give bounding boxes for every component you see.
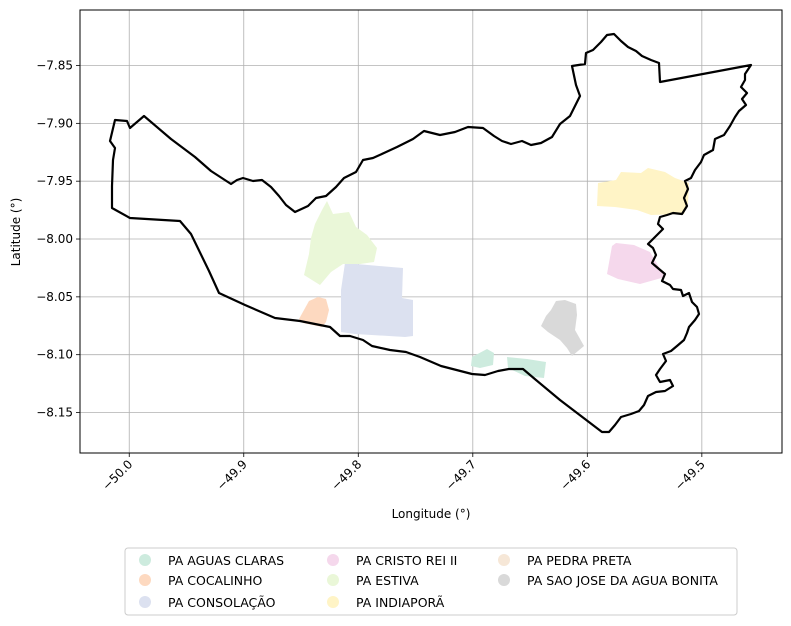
area-pa-cocalinho: [299, 297, 329, 327]
x-tick-label: −50.0: [99, 457, 135, 493]
legend-label: PA CRISTO REI II: [356, 553, 457, 568]
municipal-boundary: [108, 32, 753, 434]
legend-marker: [327, 596, 339, 608]
grid-lines: [80, 10, 782, 453]
settlement-areas: [299, 168, 689, 378]
x-axis-label: Longitude (°): [392, 507, 471, 521]
y-tick-label: −8.10: [36, 348, 73, 362]
legend-marker: [139, 596, 151, 608]
y-tick-label: −7.95: [36, 174, 73, 188]
y-tick-label: −7.85: [36, 59, 73, 73]
x-tick-label: −49.6: [558, 457, 594, 493]
area-pa-cristo-rei-ii: [607, 243, 665, 284]
x-tick-label: −49.5: [672, 457, 708, 493]
axes-frame: [79, 9, 783, 454]
legend-label: PA CONSOLAÇÃO: [168, 595, 276, 610]
legend-label: PA INDIAPORÃ: [356, 595, 445, 610]
legend-label: PA ESTIVA: [356, 573, 419, 588]
x-tick-label: −49.8: [328, 457, 364, 493]
area-pa-sao-jose-da-agua-bonita: [541, 300, 584, 356]
legend: PA AGUAS CLARAS PA COCALINHO PA CONSOLAÇÃO…: [124, 547, 738, 616]
legend-label: PA SAO JOSE DA AGUA BONITA: [527, 573, 718, 588]
y-tick-label: −7.90: [36, 116, 73, 130]
x-axis-ticks: −50.0 −49.9 −49.8 −49.7 −49.6 −49.5: [99, 453, 708, 493]
legend-marker: [327, 554, 339, 566]
x-tick-label: −49.7: [443, 457, 479, 493]
legend-marker: [139, 554, 151, 566]
legend-marker: [498, 554, 510, 566]
y-axis-label: Latitude (°): [9, 198, 23, 267]
area-pa-indiapora: [597, 168, 689, 215]
legend-label: PA AGUAS CLARAS: [168, 553, 284, 568]
y-axis-ticks: −7.85 −7.90 −7.95 −8.00 −8.05 −8.10 −8.15: [36, 59, 80, 420]
legend-marker: [498, 574, 510, 586]
area-pa-estiva: [304, 201, 377, 285]
x-tick-label: −49.9: [214, 457, 250, 493]
legend-marker: [327, 574, 339, 586]
area-pa-aguas-claras: [471, 349, 546, 378]
legend-label: PA COCALINHO: [168, 573, 263, 588]
area-pa-consolacao: [341, 263, 413, 337]
y-tick-label: −8.00: [36, 232, 73, 246]
legend-box: [124, 547, 738, 616]
legend-marker: [139, 574, 151, 586]
y-tick-label: −8.05: [36, 290, 73, 304]
legend-label: PA PEDRA PRETA: [527, 553, 632, 568]
y-tick-label: −8.15: [36, 406, 73, 420]
